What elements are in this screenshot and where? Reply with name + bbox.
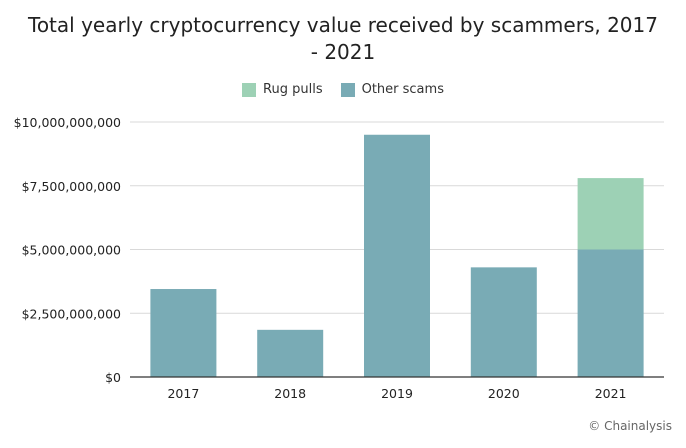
bar-other-scams-2017: [150, 289, 217, 377]
x-tick-label: 2019: [381, 386, 413, 401]
x-tick-label: 2017: [167, 386, 199, 401]
source-credit: © Chainalysis: [588, 419, 672, 433]
legend-item-rug-pulls: Rug pulls: [242, 82, 323, 97]
chart-title-line-1: Total yearly cryptocurrency value receiv…: [28, 13, 658, 37]
legend-swatch-other-scams: [340, 82, 355, 97]
bar-rug-pulls-2021: [577, 178, 644, 250]
legend-label-other-scams: Other scams: [361, 82, 444, 97]
x-tick-label: 2018: [274, 386, 306, 401]
x-tick-label: 2020: [488, 386, 520, 401]
y-tick-label: $10,000,000,000: [14, 115, 121, 130]
legend-item-other-scams: Other scams: [340, 82, 444, 97]
chart-title: Total yearly cryptocurrency value receiv…: [0, 12, 686, 66]
legend-label-rug-pulls: Rug pulls: [263, 82, 323, 97]
y-tick-label: $5,000,000,000: [22, 243, 121, 258]
bar-other-scams-2018: [257, 329, 324, 377]
bar-other-scams-2020: [470, 267, 537, 377]
y-tick-label: $7,500,000,000: [22, 179, 121, 194]
chart-title-line-2: - 2021: [310, 40, 376, 64]
bar-other-scams-2019: [364, 134, 430, 377]
chart-legend: Rug pulls Other scams: [0, 82, 686, 97]
legend-swatch-rug-pulls: [242, 82, 257, 97]
bar-other-scams-2021: [577, 249, 644, 377]
y-tick-label: $0: [105, 370, 121, 385]
x-tick-label: 2021: [595, 386, 627, 401]
y-tick-label: $2,500,000,000: [22, 306, 121, 321]
